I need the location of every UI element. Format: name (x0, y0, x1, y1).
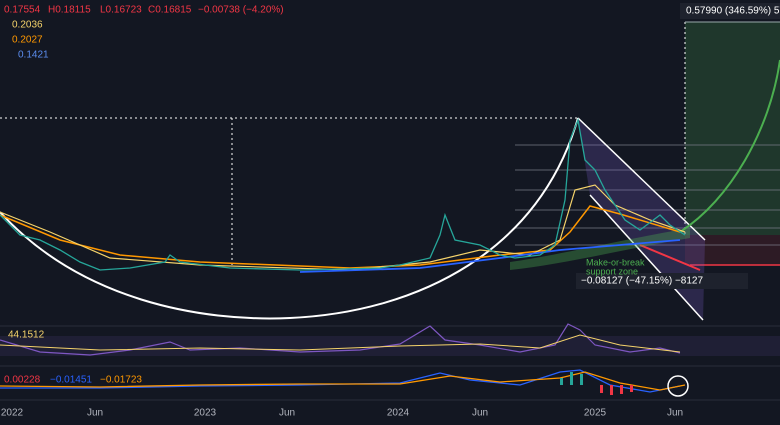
drop-label: −0.08127 (−47.15%) −8127 (581, 276, 703, 287)
long-target-box (685, 22, 780, 235)
macd-value: 0.00228 (4, 375, 41, 386)
ma-line (0, 184, 686, 271)
legend-high: H0.18115 (48, 5, 91, 16)
price-line (0, 117, 686, 271)
legend-low: L0.16723 (100, 5, 142, 16)
macd-histogram (600, 385, 633, 395)
zone-label: support zone (586, 266, 638, 276)
support-zone (510, 228, 690, 270)
legend-ma: 0.1421 (18, 50, 49, 61)
x-label: Jun (472, 408, 488, 419)
rsi-ma (0, 334, 681, 353)
legend: 0.17554 H0.18115 L0.16723 C0.16815 −0.00… (4, 5, 284, 61)
x-label: 2025 (584, 408, 607, 419)
wedge-line (589, 194, 704, 321)
drop-label-bg (576, 273, 748, 289)
macd-value: −0.01451 (50, 375, 92, 386)
x-label: 2022 (1, 408, 24, 419)
ma-line (0, 205, 681, 269)
legend-open: 0.17554 (4, 5, 41, 16)
macd-value: −0.01723 (100, 375, 142, 386)
x-label: 2024 (387, 408, 410, 419)
rsi-value: 44.1512 (8, 330, 45, 341)
fib-lines (515, 144, 780, 246)
ma-line (299, 239, 681, 273)
wedge-line (577, 117, 706, 241)
x-label: Jun (279, 408, 295, 419)
x-label: Jun (667, 408, 683, 419)
x-label: 2023 (194, 408, 217, 419)
drop-arrow (639, 244, 701, 271)
legend-close: C0.16815 (148, 5, 192, 16)
macd-histogram (560, 372, 583, 385)
target-label: 0.57990 (346.59%) 57 (686, 6, 780, 17)
legend-ma: 0.2036 (12, 20, 43, 31)
legend-ma: 0.2027 (12, 35, 43, 46)
falling-wedge (578, 118, 705, 320)
x-label: Jun (87, 408, 103, 419)
target-label-bg (680, 3, 780, 19)
cup-arc (0, 117, 579, 320)
legend-change: −0.00738 (−4.20%) (198, 5, 284, 16)
signal-line (0, 371, 686, 391)
x-axis: 2022 Jun 2023 Jun 2024 Jun 2025 Jun (1, 408, 683, 419)
rsi-line (0, 323, 681, 356)
zone-label: Make-or-break (586, 257, 645, 267)
highlight-circle (667, 375, 689, 397)
drop-box (685, 235, 780, 265)
projection-curve (679, 59, 780, 233)
